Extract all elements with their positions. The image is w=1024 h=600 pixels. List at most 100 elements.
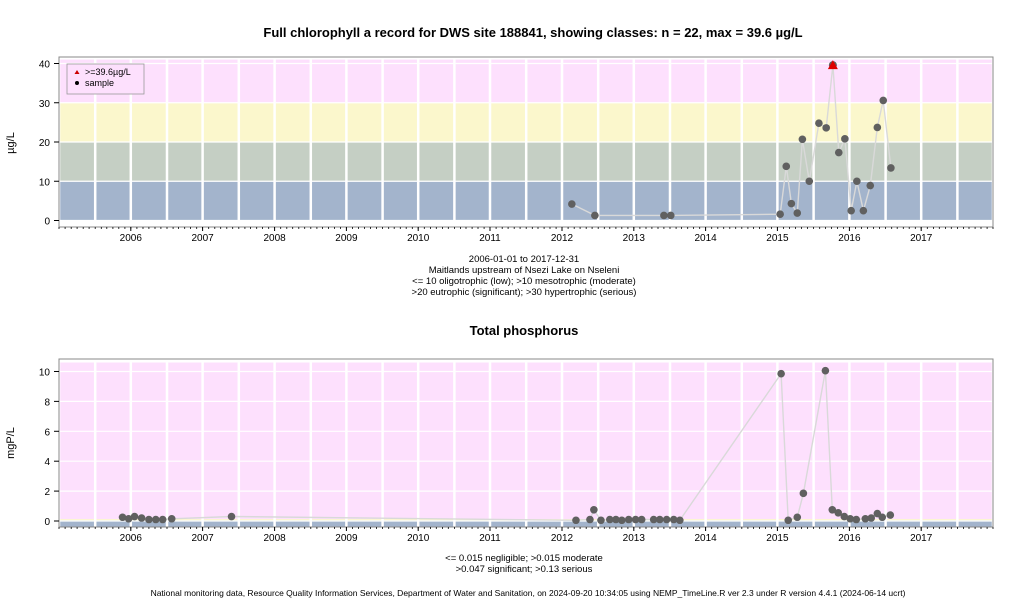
x-tick-label: 2012 [551, 533, 574, 544]
x-tick-label: 2012 [551, 233, 574, 244]
data-point [662, 515, 671, 524]
x-tick-label: 2007 [191, 233, 214, 244]
data-point [606, 515, 614, 524]
data-point [660, 211, 668, 220]
data-point [777, 369, 785, 378]
chart-1-subtitle-1: 2006-01-01 to 2017-12-31 [469, 254, 579, 265]
data-point [124, 514, 133, 523]
y-tick-label: 2 [44, 487, 50, 498]
x-tick-label: 2008 [263, 533, 286, 544]
data-point [637, 515, 646, 524]
y-tick-label: 40 [39, 60, 51, 71]
x-tick-label: 2011 [479, 233, 501, 244]
data-point [782, 162, 791, 171]
data-point [572, 516, 580, 525]
phosphorus-panel: 0 2 4 6 8 10 2006 2007 2008 2009 2010 2011 2012 2013 2… [39, 358, 994, 544]
data-point [873, 123, 882, 132]
y-tick-label: 8 [44, 397, 50, 408]
x-tick-label: 2015 [766, 533, 789, 544]
data-point [793, 513, 802, 522]
data-point [151, 515, 160, 524]
x-tick-label: 2013 [623, 233, 646, 244]
data-point [137, 514, 146, 522]
data-point [828, 505, 837, 514]
x-tick-label: 2009 [335, 533, 358, 544]
data-point [815, 119, 823, 127]
data-point [886, 511, 895, 519]
x-tick-label: 2009 [335, 233, 358, 244]
data-point [798, 135, 807, 144]
data-point [612, 515, 620, 524]
data-point [787, 199, 796, 208]
data-point [887, 164, 895, 172]
data-point [624, 515, 633, 524]
data-point [568, 200, 576, 208]
chart-1-subtitle-4: >20 eutrophic (significant); >30 hypertr… [412, 287, 637, 298]
data-point [867, 514, 876, 522]
data-point [676, 516, 684, 525]
chart-1-subtitle-3: <= 10 oligotrophic (low); >10 mesotrophi… [412, 276, 636, 287]
y-tick-label: 0 [44, 217, 50, 228]
data-point [586, 515, 594, 524]
x-tick-label: 2011 [479, 533, 501, 544]
x-tick-label: 2006 [120, 233, 143, 244]
x-tick-label: 2010 [407, 233, 430, 244]
x-tick-label: 2006 [120, 533, 143, 544]
data-point [805, 177, 814, 186]
data-point [840, 512, 849, 521]
x-tick-label: 2017 [910, 233, 933, 244]
data-point [822, 124, 830, 132]
x-tick-label: 2014 [694, 233, 717, 244]
data-point [666, 211, 675, 220]
data-point [227, 512, 236, 521]
footer-note: National monitoring data, Resource Quali… [151, 588, 906, 598]
legend-dot-icon [75, 81, 79, 85]
y-tick-label: 0 [44, 517, 50, 528]
data-point [118, 513, 127, 522]
x-tick-label: 2016 [838, 533, 861, 544]
data-point [879, 96, 888, 105]
chlorophyll-panel: 0 10 20 30 40 2006 2007 2008 2009 2010 2011 2012 201… [39, 56, 994, 244]
x-tick-label: 2007 [191, 533, 214, 544]
max-marker [827, 60, 838, 70]
data-point [167, 514, 176, 523]
data-point [853, 177, 861, 186]
data-point [649, 515, 658, 524]
plot-area [59, 359, 993, 527]
data-point [793, 209, 802, 217]
y-tick-label: 4 [44, 457, 50, 468]
y-tick-label: 20 [39, 138, 51, 149]
data-point [846, 514, 854, 523]
data-point [130, 512, 139, 521]
data-point [799, 489, 808, 498]
data-point [145, 515, 153, 524]
data-point [158, 515, 167, 524]
legend-triangle-icon [74, 70, 80, 74]
data-point [866, 181, 875, 190]
legend-label: sample [85, 78, 114, 88]
data-point [841, 135, 849, 143]
chart-2-subtitle-1: <= 0.015 negligible; >0.015 moderate [445, 553, 603, 564]
y-tick-label: 30 [39, 99, 51, 110]
chart-2-ylabel: mgP/L [5, 427, 17, 459]
data-point [847, 206, 855, 215]
data-point [617, 516, 626, 525]
legend-label: >=39.6µg/L [85, 67, 131, 77]
chart-1-title: Full chlorophyll a record for DWS site 1… [263, 25, 802, 40]
data-point [631, 515, 640, 524]
plot-area [59, 57, 993, 227]
series-line [571, 65, 892, 217]
data-point [591, 211, 599, 220]
data-point [590, 505, 598, 514]
data-point [852, 515, 861, 524]
chart-2-title: Total phosphorus [470, 323, 579, 338]
x-tick-label: 2008 [263, 233, 286, 244]
y-tick-label: 10 [39, 177, 51, 188]
data-point [655, 515, 664, 524]
legend-box [66, 63, 145, 95]
x-tick-label: 2013 [623, 533, 646, 544]
data-point [821, 366, 830, 375]
x-tick-label: 2016 [838, 233, 861, 244]
